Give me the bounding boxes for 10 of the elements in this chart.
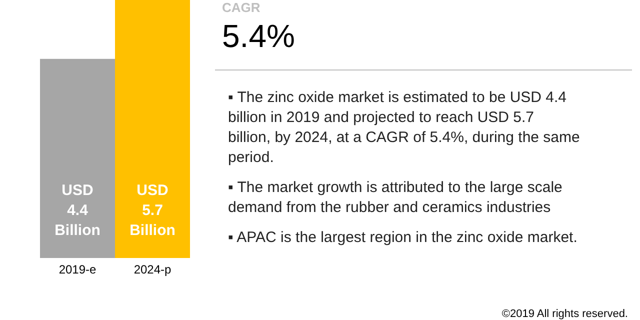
text: ▪ APAC is the largest region in the zinc oxide market. [228,229,578,246]
text: ©2019 All rights reserved. [502,308,628,320]
data-label: USD 4.4 Billion [54,182,100,239]
text: CAGR [222,0,261,15]
text: 5.4% [222,18,295,54]
x-tick-label: 2024-p [134,262,172,276]
text: ▪ The zinc oxide market is estimated to be USD 4.4 billion in 2019 and projected to reach USD 5.7 billion, by 2024, at a CAGR of 5.4%, during the same period. [228,89,580,166]
text: ▪ The market growth is attributed to the large scale demand from the rubber and ceramics industries [228,179,562,216]
data-label: USD 5.7 Billion [130,182,176,239]
x-tick-label: 2019-e [58,262,97,276]
